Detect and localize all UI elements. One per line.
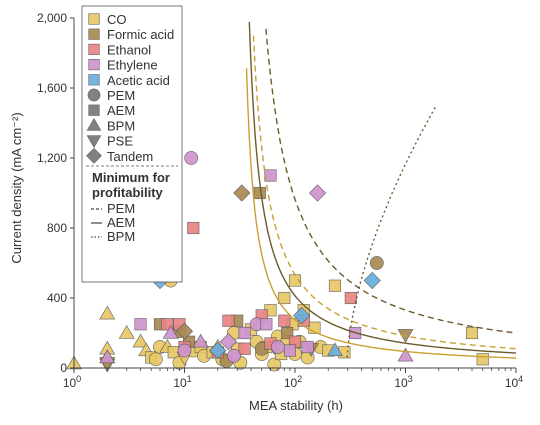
legend-swatch [86,147,102,164]
data-point [233,184,251,202]
legend-swatch [88,74,100,86]
legend-label: PSE [107,134,133,149]
legend-swatch [88,28,100,40]
data-point [148,352,163,367]
data-point [187,221,200,235]
data-point [344,291,357,305]
legend-label: Formic acid [107,27,174,42]
data-point [301,340,314,354]
legend-heading: profitability [92,185,164,200]
legend-swatch [88,13,100,25]
data-point [222,314,235,327]
y-tick-label: 1,600 [37,81,67,95]
data-point [132,333,149,348]
data-point [476,353,489,366]
data-point [308,184,327,202]
data-point [184,151,199,165]
data-point [397,347,414,362]
data-point [177,343,192,358]
data-point [99,349,116,364]
legend-heading: Minimum for [92,170,170,185]
data-point [219,333,238,351]
legend-label: Ethanol [107,42,151,57]
x-tick-label: 102 [284,374,302,390]
legend-label: PEM [107,88,135,103]
legend-swatch [86,135,102,149]
data-point [327,342,343,357]
legend-label: Tandem [107,149,153,164]
data-point [278,314,291,327]
profitability-curve [346,105,437,358]
points-layer [66,151,489,373]
x-axis-title: MEA stability (h) [249,398,343,413]
data-point [363,271,381,290]
data-point [238,342,251,355]
data-point [293,306,311,325]
y-tick-label: 2,000 [37,11,67,25]
profitability-curve [245,68,516,359]
legend-label: Acetic acid [107,73,170,88]
data-point [281,326,294,340]
profitability-curve [265,28,517,334]
data-point [118,324,135,339]
legend-swatch [86,117,102,131]
data-point [134,318,147,331]
legend-swatch [88,104,100,116]
data-point [369,256,384,270]
data-point [308,321,321,334]
y-tick-label: 1,200 [37,151,67,165]
axes-layer: 0 400 800 1,200 1,600 2,000 100 101 102 103 104 [37,11,523,390]
data-point [328,279,342,292]
data-point [238,326,251,340]
legend-label: PEM [107,201,135,216]
profitability-curve [248,21,517,354]
x-tick-label: 100 [63,374,81,390]
curves-layer [245,21,517,359]
data-point [209,341,227,360]
y-tick-label: 800 [47,221,67,235]
data-point [227,348,241,363]
data-point [161,318,174,331]
data-point [278,291,291,305]
legend-swatch [88,59,100,71]
data-point [99,305,116,320]
legend-label: BPM [107,229,135,244]
data-point [283,344,297,357]
x-tick-label: 104 [505,374,523,390]
legend-swatch [87,88,101,102]
data-point [253,186,266,200]
data-point [260,318,273,331]
y-tick-label: 0 [60,361,67,375]
y-tick-label: 400 [47,291,67,305]
x-tick-label: 101 [173,374,191,390]
legend-label: AEM [107,215,135,230]
data-point [270,340,285,354]
data-point [192,333,209,348]
legend-swatch [88,43,100,55]
data-point [175,322,194,340]
data-point [162,324,179,339]
x-tick-label: 103 [394,374,412,390]
legend-label: BPM [107,118,135,133]
data-point [465,326,479,340]
legend-label: CO [107,12,127,27]
profitability-curve [252,35,516,350]
legend-label: Ethylene [107,58,158,73]
legend-label: AEM [107,103,135,118]
y-axis-title: Current density (mA cm⁻²) [9,112,24,263]
